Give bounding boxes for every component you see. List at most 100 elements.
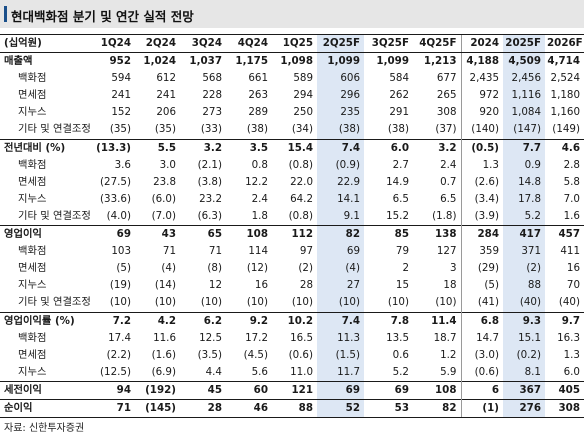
table-cell: 69: [364, 380, 413, 400]
row-label: 면세점: [18, 175, 47, 188]
table-cell: (2.6): [460, 173, 503, 191]
table-cell: 296: [317, 87, 364, 105]
row-label: 매출액: [4, 55, 33, 68]
column-header: 2025F: [503, 33, 545, 54]
table-cell: (38): [387, 123, 409, 136]
table-cell: 1.6: [563, 209, 580, 222]
table-cell: 612: [156, 72, 176, 85]
table-cell: 405: [545, 380, 584, 400]
table-cell: 9.7: [545, 311, 584, 330]
row-label: 지누스: [18, 192, 47, 205]
table-cell: 94: [92, 380, 135, 400]
table-cell: 16: [566, 262, 580, 275]
table-cell: (12.5): [100, 365, 131, 378]
row-label: 세전이익: [0, 380, 92, 400]
table-cell: 12: [208, 279, 222, 292]
table-cell: (19): [109, 279, 131, 292]
row-label: 전년대비 (%): [0, 138, 92, 157]
table-header: (십억원) 1Q24 2Q24 3Q24 4Q24 1Q25 2Q25F 3Q25F 4Q25F…: [0, 33, 584, 54]
table-cell: 1,175: [235, 55, 268, 68]
table-cell: 71: [162, 245, 176, 258]
table-cell: (2): [298, 262, 313, 275]
table-cell: 11.6: [153, 331, 176, 344]
table-cell: (10): [291, 296, 313, 309]
table-row-sub: 면세점 241 241 228 263 294 296 262 265 972 1,116 1,180: [0, 87, 584, 105]
column-header: 2026F: [545, 33, 584, 54]
table-cell: 235: [317, 104, 364, 122]
table-cell: 112: [272, 225, 317, 244]
table-cell: 3.2: [413, 138, 461, 157]
table-cell: 12.5: [199, 331, 222, 344]
table-cell: 206: [156, 106, 176, 119]
table-cell: 2.4: [251, 192, 268, 205]
table-cell: 23.2: [199, 192, 222, 205]
table-cell: 7.4: [317, 311, 364, 330]
table-cell: 367: [503, 380, 545, 400]
table-cell: 1,098: [280, 55, 313, 68]
table-row-sub: 면세점 (5) (4) (8) (12) (2) (4) 2 3 (29) (2) 16: [0, 260, 584, 278]
table-cell: 121: [272, 380, 317, 400]
table-cell: 11.0: [290, 365, 313, 378]
table-cell: 14.1: [317, 190, 364, 208]
table-cell: 18.7: [433, 331, 457, 344]
table-cell: 138: [413, 225, 461, 244]
table-cell: 7.4: [317, 138, 364, 157]
table-cell: 60: [226, 380, 272, 400]
table-cell: (2.2): [106, 348, 131, 361]
table-cell: 97: [299, 245, 313, 258]
table-cell: 71: [208, 245, 222, 258]
table-cell: 4.2: [135, 311, 180, 330]
table-cell: (10): [246, 296, 268, 309]
header-row: (십억원) 1Q24 2Q24 3Q24 4Q24 1Q25 2Q25F 3Q25F 4Q25F…: [0, 33, 584, 54]
row-label: 기타 및 연결조정: [18, 209, 91, 222]
table-cell: 4.4: [205, 365, 222, 378]
table-cell: (6.3): [197, 209, 222, 222]
table-cell: 457: [545, 225, 584, 244]
table-cell: 85: [364, 225, 413, 244]
table-cell: 6.0: [364, 138, 413, 157]
table-cell: (38): [317, 121, 364, 140]
table-cell: 0.7: [440, 175, 457, 188]
table-cell: (34): [291, 123, 313, 136]
table-cell: 411: [560, 245, 580, 258]
table-cell: 1,084: [503, 104, 545, 122]
table-cell: 2: [402, 262, 409, 275]
table-cell: (33.6): [100, 192, 131, 205]
table-cell: 1,160: [550, 106, 580, 119]
table-cell: 5.9: [440, 365, 457, 378]
table-cell: 3.0: [159, 158, 176, 171]
table-cell: (149): [552, 123, 580, 136]
table-cell: (4.0): [106, 209, 131, 222]
earnings-forecast-table: (십억원) 1Q24 2Q24 3Q24 4Q24 1Q25 2Q25F 3Q25F 4Q25F…: [0, 33, 584, 419]
table-cell: 13.5: [386, 331, 409, 344]
table-cell: 82: [413, 398, 461, 419]
table-row-main: 영업이익률 (%) 7.2 4.2 6.2 9.2 10.2 7.4 7.8 11.4 6.8 9.…: [0, 311, 584, 330]
column-header: 2024: [460, 33, 503, 54]
table-cell: 972: [460, 87, 503, 105]
table-cell: (14): [154, 279, 176, 292]
table-row-sub: 백화점 594 612 568 661 589 606 584 677 2,435 2,456 2,5…: [0, 70, 584, 88]
table-cell: (3.5): [197, 348, 222, 361]
table-cell: 276: [503, 398, 545, 419]
column-header: 2Q24: [135, 33, 180, 54]
table-cell: (1.8): [432, 209, 457, 222]
table-cell: (0.5): [460, 138, 503, 157]
table-cell: 22.9: [317, 173, 364, 191]
table-cell: 3.5: [226, 138, 272, 157]
table-cell: 10.2: [272, 311, 317, 330]
table-cell: 71: [92, 398, 135, 419]
table-cell: 3.2: [180, 138, 226, 157]
table-cell: (3.4): [460, 190, 503, 208]
row-label: 백화점: [18, 331, 47, 344]
table-cell: 568: [202, 72, 222, 85]
table-cell: (40): [558, 296, 580, 309]
table-cell: 1.3: [460, 156, 503, 174]
table-cell: 6.8: [460, 311, 503, 330]
table-cell: (0.6): [288, 348, 313, 361]
table-cell: (4.5): [243, 348, 268, 361]
table-cell: (29): [460, 260, 503, 278]
table-cell: (10): [387, 296, 409, 309]
table-cell: 28: [180, 398, 226, 419]
row-label: 지누스: [18, 106, 47, 119]
table-cell: 7.8: [364, 311, 413, 330]
